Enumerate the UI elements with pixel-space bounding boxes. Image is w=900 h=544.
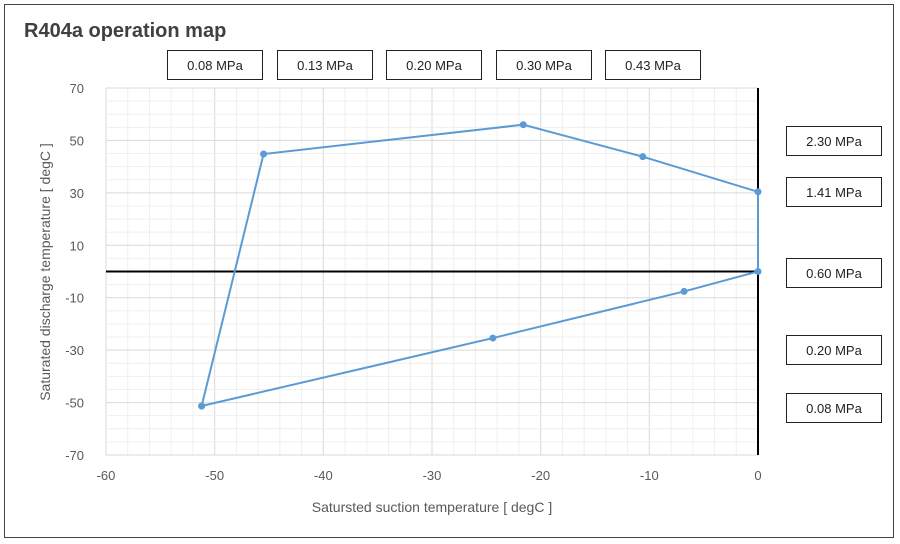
pressure-label-top: 0.30 MPa: [496, 50, 592, 80]
pressure-label-top: 0.43 MPa: [605, 50, 701, 80]
y-tick-label: -50: [65, 396, 84, 411]
data-point: [198, 402, 206, 410]
pressure-label-top: 0.13 MPa: [277, 50, 373, 80]
chart-title: R404a operation map: [24, 20, 227, 42]
x-tick-label: -40: [314, 468, 333, 483]
x-tick-label: -60: [97, 468, 116, 483]
y-axis-label: Saturated discharge temperature [ degC ]: [37, 143, 53, 401]
pressure-label-right: 1.41 MPa: [786, 177, 882, 207]
pressure-label-right: 0.60 MPa: [786, 258, 882, 288]
pressure-label-right: 0.20 MPa: [786, 335, 882, 365]
y-tick-label: 50: [70, 133, 84, 148]
data-point: [754, 268, 762, 275]
pressure-label-top: 0.08 MPa: [167, 50, 263, 80]
y-tick-label: 10: [70, 238, 84, 253]
x-axis-label: Satursted suction temperature [ degC ]: [312, 499, 552, 515]
data-point: [680, 287, 688, 295]
data-point: [489, 334, 497, 342]
x-tick-label: -30: [423, 468, 442, 483]
x-tick-label: -20: [531, 468, 550, 483]
data-point: [754, 188, 762, 196]
data-point: [260, 150, 268, 158]
x-tick-label: 0: [754, 468, 761, 483]
x-tick-label: -50: [205, 468, 224, 483]
pressure-label-top: 0.20 MPa: [386, 50, 482, 80]
data-point: [519, 121, 527, 129]
data-point: [639, 153, 647, 161]
y-tick-label: -10: [65, 291, 84, 306]
y-tick-label: -70: [65, 448, 84, 463]
pressure-label-right: 0.08 MPa: [786, 393, 882, 423]
x-tick-label: -10: [640, 468, 659, 483]
pressure-label-right: 2.30 MPa: [786, 126, 882, 156]
y-tick-label: 70: [70, 81, 84, 96]
y-tick-label: -30: [65, 343, 84, 358]
y-tick-label: 30: [70, 186, 84, 201]
